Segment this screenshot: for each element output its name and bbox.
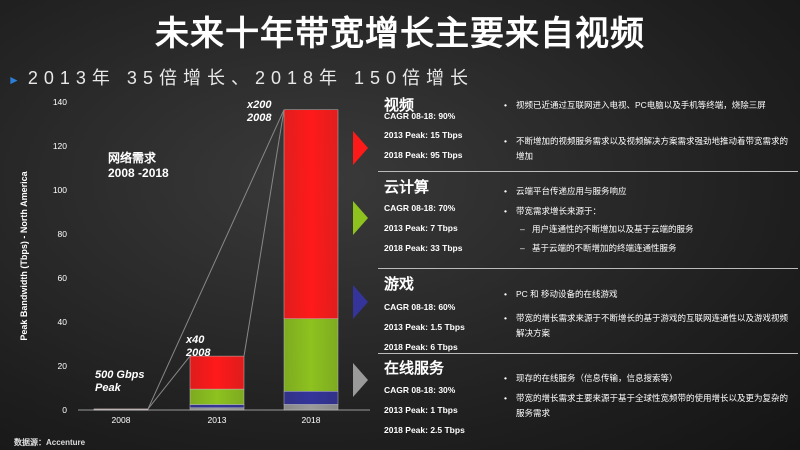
section-cloud-subbullet-2: 基于云端的不断增加的终端连通性服务 — [520, 241, 792, 256]
y-tick-label: 140 — [53, 97, 67, 107]
annotation-2018-line2: 2008 — [247, 112, 272, 124]
y-tick-label: 120 — [53, 141, 67, 151]
section-online-services-title: 在线服务 — [384, 360, 445, 377]
section-cloud-bullet-2: 带宽需求增长来源于： — [504, 204, 791, 219]
y-axis-label: Peak Bandwidth (Tbps) - North America — [19, 170, 29, 340]
section-cloud-title: 云计算 — [384, 179, 430, 196]
bar-2013-在线服务 — [189, 407, 245, 411]
indicator-triangle-icon — [353, 131, 368, 165]
bar-2013-云计算 — [189, 388, 245, 405]
y-tick-label: 80 — [58, 229, 68, 239]
annotation-2013-line2: 2008 — [186, 347, 211, 359]
section-video-cagr: CAGR 08-18: 90% — [384, 111, 456, 121]
legend-label-line2: 2008 -2018 — [108, 166, 169, 180]
section-gaming-bullet-2: 带宽的增长需求来源于不断增长的基于游戏的互联网连通性以及游戏视频解决方案 — [504, 311, 791, 341]
indicator-triangle-icon — [353, 285, 368, 319]
annotation-2008-line2: Peak — [95, 382, 121, 394]
y-tick-label: 0 — [62, 405, 67, 415]
section-video-2013-peak: 2013 Peak: 15 Tbps — [384, 130, 463, 140]
growth-connector-line — [147, 355, 191, 410]
section-online-services-bullet-2: 带宽的增长需求主要来源于基于全球性宽频带的使用增长以及更为复杂的服务需求 — [504, 391, 791, 421]
section-online-services-2018-peak: 2018 Peak: 2.5 Tbps — [384, 425, 465, 435]
bar-2018-游戏 — [283, 391, 339, 405]
bar-2018-在线服务 — [283, 404, 339, 411]
bullet-arrow-icon: ► — [8, 73, 20, 87]
bar-2018-云计算 — [283, 318, 339, 392]
growth-connector-line — [243, 109, 285, 357]
section-gaming-2018-peak: 2018 Peak: 6 Tbps — [384, 342, 458, 352]
x-tick-label: 2018 — [302, 415, 321, 425]
subtitle: ► 2013年 35倍增长、2018年 150倍增长 — [8, 64, 474, 90]
x-tick-label: 2013 — [208, 415, 227, 425]
legend-label: 网络需求 2008 -2018 — [108, 151, 169, 181]
section-cloud-bullet-1: 云端平台传递应用与服务响应 — [504, 184, 791, 199]
bar-2008-视频 — [93, 408, 149, 410]
bar-2018-视频 — [283, 109, 339, 319]
y-tick-label: 100 — [53, 185, 67, 195]
growth-connector-line — [147, 109, 285, 410]
y-tick-label: 40 — [58, 317, 68, 327]
section-cloud-2018-peak: 2018 Peak: 33 Tbps — [384, 243, 463, 253]
page-title: 未来十年带宽增长主要来自视频 — [155, 15, 645, 53]
section-gaming-2013-peak: 2013 Peak: 1.5 Tbps — [384, 322, 465, 332]
annotation-2018-line1: x200 — [247, 99, 272, 111]
section-gaming: 游戏 CAGR 08-18: 60% 2013 Peak: 1.5 Tbps 2… — [384, 273, 794, 353]
section-online-services-bullet-1: 现存的在线服务（信息传输，信息搜索等） — [504, 371, 791, 386]
section-divider — [378, 268, 798, 269]
x-tick-label: 2008 — [112, 415, 131, 425]
section-gaming-title: 游戏 — [384, 276, 415, 293]
indicator-triangle-icon — [353, 201, 368, 235]
annotation-2018: x200 2008 — [247, 99, 271, 125]
indicator-triangle-icon — [353, 363, 368, 397]
section-gaming-cagr: CAGR 08-18: 60% — [384, 302, 456, 312]
section-online-services: 在线服务 CAGR 08-18: 30% 2013 Peak: 1 Tbps 2… — [384, 357, 794, 447]
section-cloud-2013-peak: 2013 Peak: 7 Tbps — [384, 223, 458, 233]
section-video-2018-peak: 2018 Peak: 95 Tbps — [384, 150, 463, 160]
section-online-services-2013-peak: 2013 Peak: 1 Tbps — [384, 405, 458, 415]
bar-2013-游戏 — [189, 404, 245, 409]
annotation-2008-line1: 500 Gbps — [95, 369, 145, 381]
y-tick-label: 20 — [58, 361, 68, 371]
bar-2013-视频 — [189, 355, 245, 390]
section-cloud-cagr: CAGR 08-18: 70% — [384, 203, 456, 213]
annotation-2013: x40 2008 — [186, 334, 210, 360]
legend-label-line1: 网络需求 — [108, 151, 157, 165]
section-divider — [378, 171, 798, 172]
subtitle-text: 2013年 35倍增长、2018年 150倍增长 — [27, 68, 475, 88]
annotation-2008: 500 Gbps Peak — [95, 369, 145, 395]
annotation-2013-line1: x40 — [186, 334, 205, 346]
y-tick-label: 60 — [58, 273, 68, 283]
section-video-bullet-1: 视频已近通过互联网进入电视、PC电脑以及手机等终端，烧除三屏 — [504, 98, 791, 113]
section-video-bullet-2: 不断增加的视频服务需求以及视频解决方案需求强劲地推动着带宽需求的增加 — [504, 134, 791, 164]
section-video-title: 视频 — [384, 97, 415, 114]
section-gaming-bullet-1: PC 和 移动设备的在线游戏 — [504, 287, 791, 302]
section-online-services-cagr: CAGR 08-18: 30% — [384, 385, 456, 395]
source-footnote: 数据源：Accenture — [14, 438, 86, 447]
section-cloud: 云计算 CAGR 08-18: 70% 2013 Peak: 7 Tbps 20… — [384, 176, 794, 266]
section-cloud-subbullet-1: 用户连通性的不断增加以及基于云端的服务 — [520, 222, 792, 237]
section-divider — [378, 353, 798, 354]
section-video: 视频 CAGR 08-18: 90% 2013 Peak: 15 Tbps 20… — [384, 94, 794, 180]
